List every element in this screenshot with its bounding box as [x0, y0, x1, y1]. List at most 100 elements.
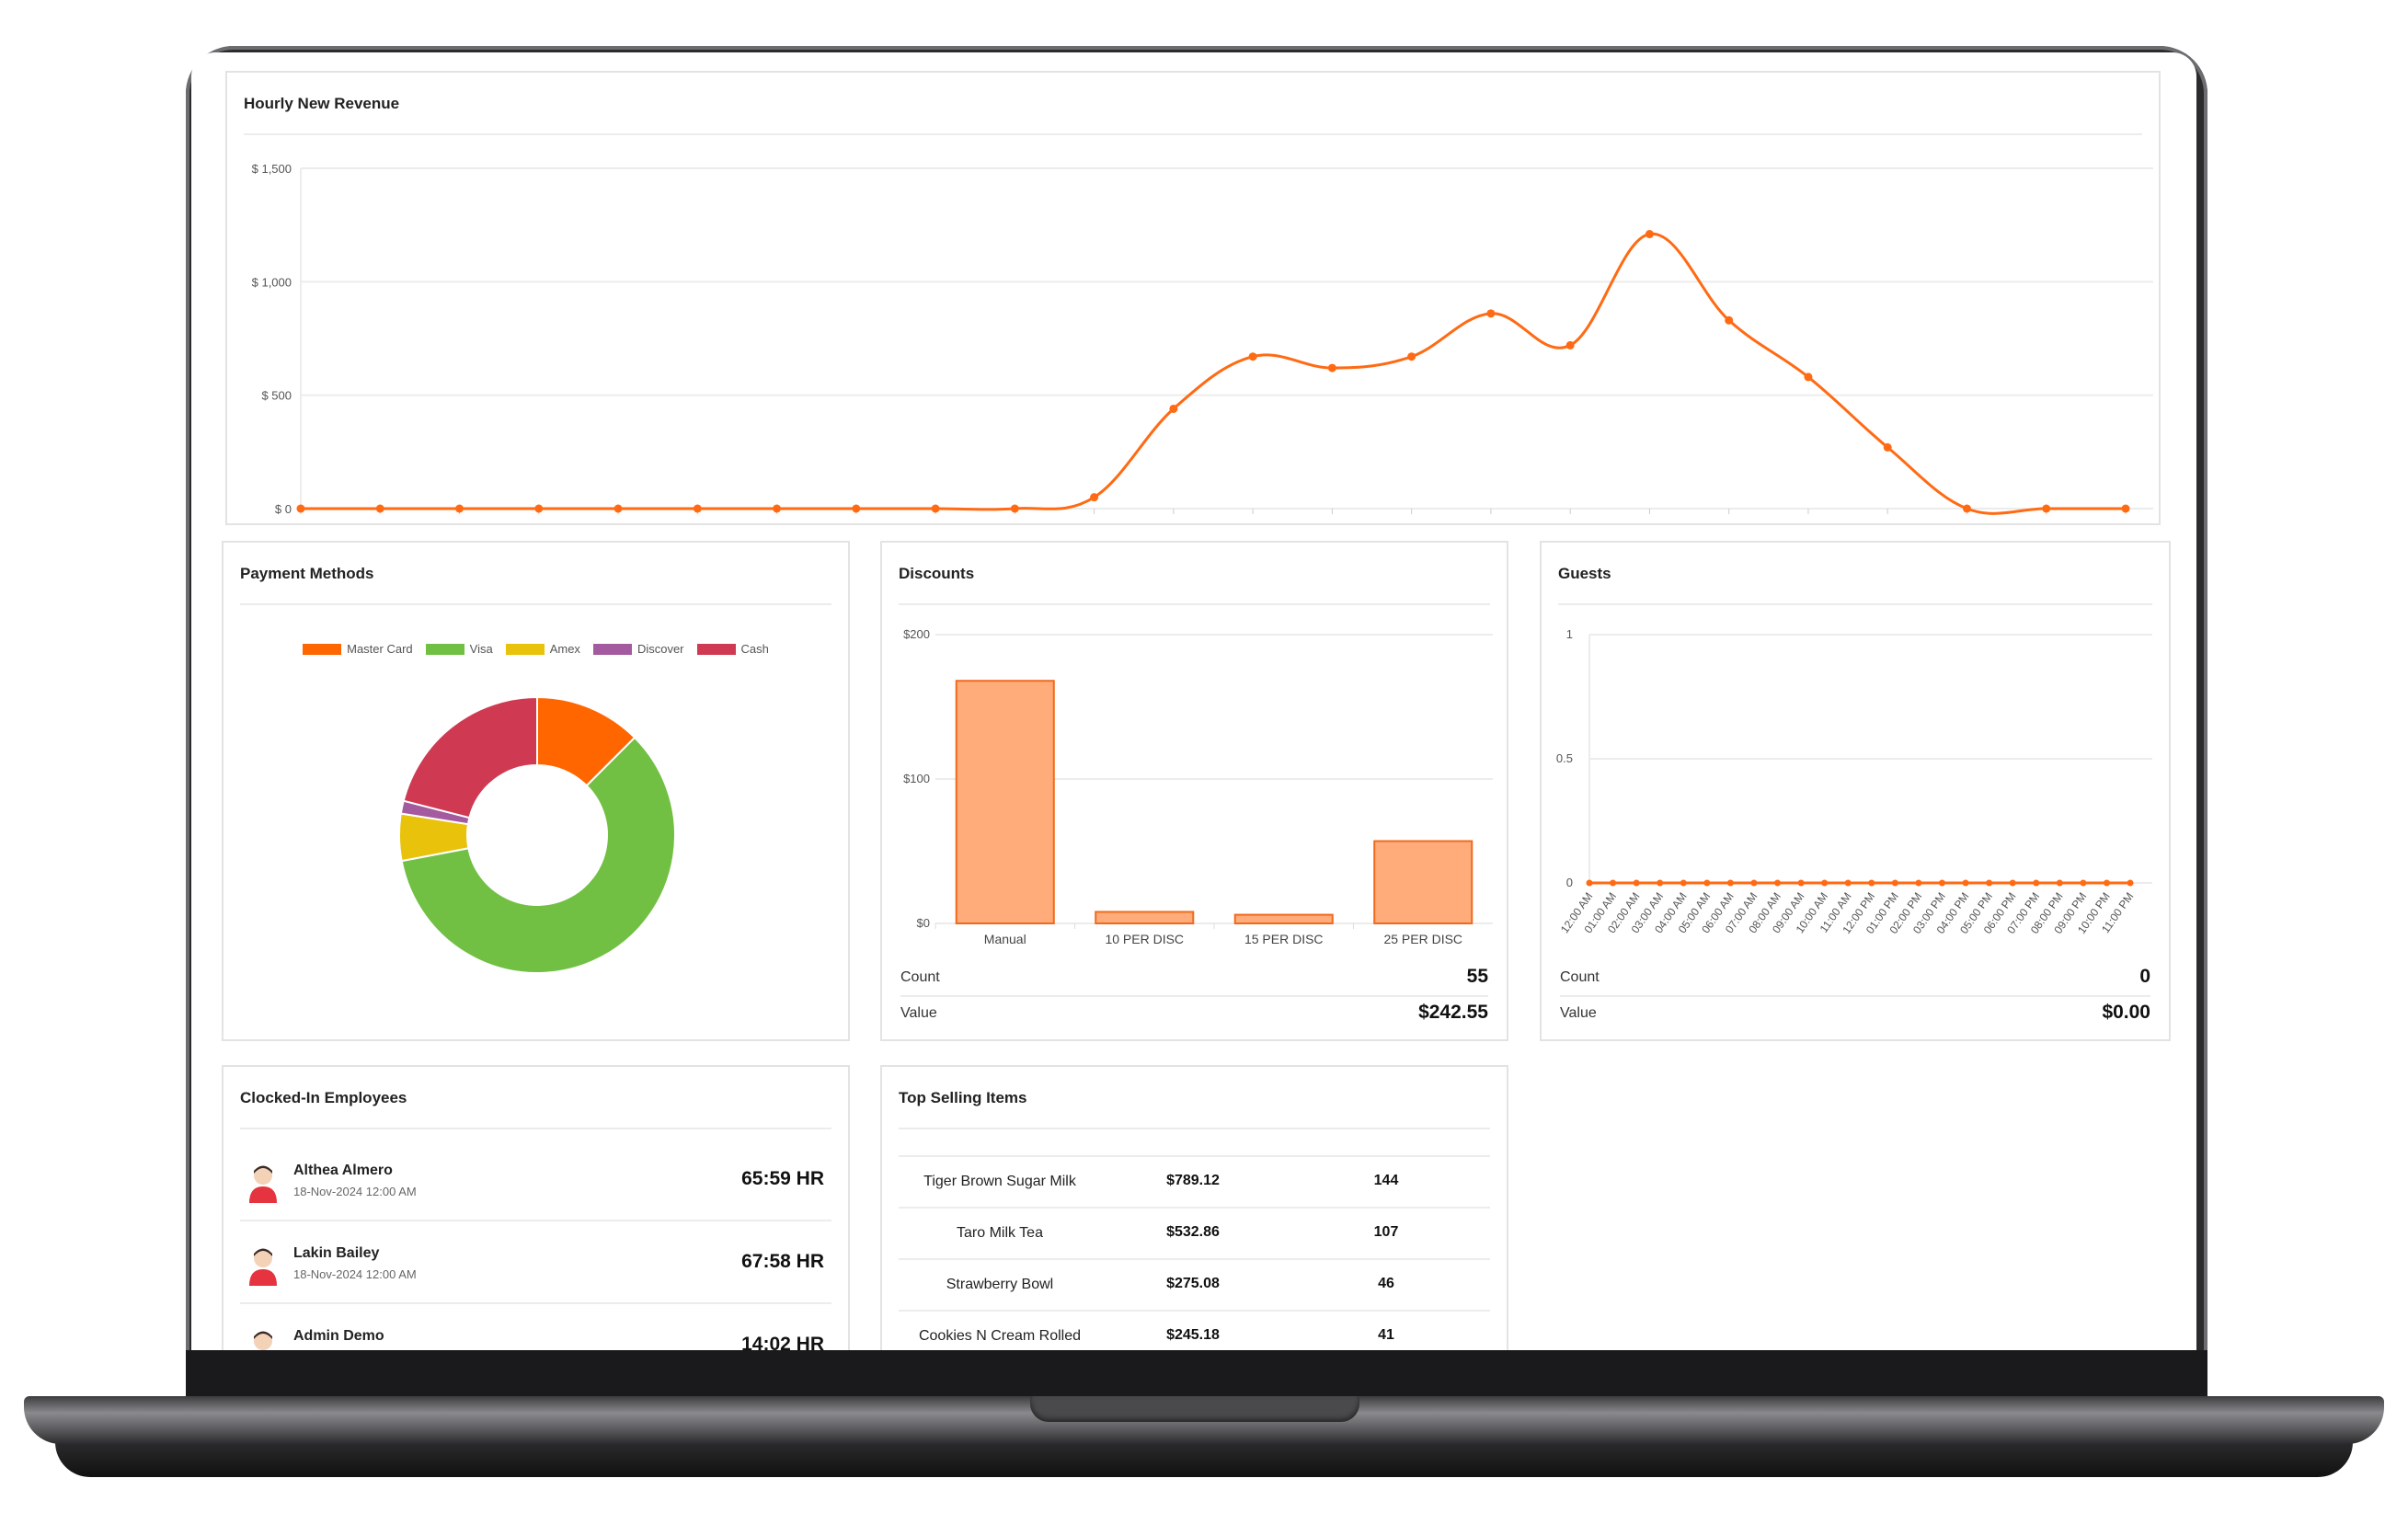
x-tick-label: 03:00 AM: [513, 519, 564, 520]
x-tick-label: 11:00 AM: [1149, 519, 1198, 520]
legend-swatch: [303, 643, 342, 655]
x-tick-label: 09:00 AM: [990, 519, 1040, 520]
legend-item[interactable]: Master Card: [303, 642, 413, 656]
count-value: 55: [1466, 966, 1488, 987]
data-point: [1938, 879, 1945, 887]
legend-item[interactable]: Discover: [592, 642, 684, 656]
discounts-value-row: Value $242.55: [900, 998, 1488, 1031]
data-point: [2103, 879, 2110, 887]
divider: [244, 133, 2142, 135]
legend-swatch: [696, 643, 736, 655]
legend-label: Amex: [549, 642, 580, 656]
legend-item[interactable]: Amex: [505, 642, 580, 656]
avatar-icon: [249, 1248, 277, 1286]
employee-row[interactable]: Lakin Bailey 18-Nov-2024 12:00 AM 67:58 HR: [240, 1221, 831, 1304]
pie-slice-visa: [400, 736, 676, 974]
employee-name: Admin Demo: [293, 1328, 384, 1344]
legend-label: Visa: [469, 642, 493, 656]
card-title: Hourly New Revenue: [244, 95, 400, 112]
data-point: [931, 504, 940, 513]
x-tick-label: 02:00 PM: [1386, 519, 1438, 520]
item-name: Strawberry Bowl: [946, 1277, 1054, 1292]
value-value: $0.00: [2102, 1002, 2150, 1023]
y-tick-label: 0: [1566, 876, 1573, 889]
data-point: [1407, 352, 1416, 361]
payment-legend: Master Card Visa Amex Discover Cash: [224, 642, 848, 656]
top-item-row[interactable]: Strawberry Bowl $275.08 46: [899, 1258, 1490, 1312]
data-point: [1586, 879, 1593, 887]
data-point: [534, 504, 544, 513]
legend-swatch: [592, 643, 632, 655]
employee-name: Althea Almero: [293, 1163, 393, 1178]
value-label: Value: [1560, 1005, 1597, 1021]
divider: [1558, 603, 2152, 605]
x-tick-label: 15 PER DISC: [1244, 932, 1324, 946]
data-point: [1565, 340, 1575, 349]
discounts-count-row: Count 55: [900, 962, 1488, 997]
bar: [1233, 913, 1334, 924]
hours-worked: 14:02 HR: [741, 1334, 824, 1351]
data-point: [852, 504, 861, 513]
count-label: Count: [1560, 969, 1600, 985]
guests-card: Guests 0 0.5 1 12:00 AM 01:00 AM 02:00 AM 03:0…: [1540, 541, 2171, 1041]
item-amount: $275.08: [1166, 1276, 1220, 1291]
data-point: [1797, 879, 1805, 887]
top-item-row[interactable]: Taro Milk Tea $532.86 107: [899, 1207, 1490, 1260]
legend-swatch: [425, 643, 464, 655]
x-tick-label: 10:00 PM: [2021, 519, 2072, 520]
legend-item[interactable]: Visa: [425, 642, 493, 656]
y-tick-label: $ 0: [275, 502, 292, 516]
y-tick-label: $ 1,500: [252, 162, 292, 176]
x-tick-label: 06:00 AM: [751, 519, 802, 520]
card-title: Top Selling Items: [899, 1089, 1027, 1106]
divider: [240, 603, 831, 605]
top-item-row[interactable]: Tiger Brown Sugar Milk $789.12 144: [899, 1155, 1490, 1209]
card-title: Clocked-In Employees: [240, 1089, 407, 1106]
data-point: [1090, 493, 1099, 502]
data-point: [1891, 879, 1898, 887]
x-tick-label: 02:00 AM: [434, 519, 485, 520]
data-point: [455, 504, 464, 513]
legend-item[interactable]: Cash: [696, 642, 769, 656]
data-point: [2042, 504, 2051, 513]
x-tick-label: 06:00 PM: [1703, 519, 1755, 520]
x-tick-label: 04:00 AM: [593, 519, 644, 520]
pie-slice-cash: [402, 695, 538, 819]
data-point: [1821, 879, 1829, 887]
data-point: [1010, 504, 1019, 513]
x-tick-label: 09:00 PM: [1942, 519, 1993, 520]
value-label: Value: [900, 1005, 937, 1021]
revenue-line-chart: $ 0 $ 500 $ 1,000 $ 1,500 12:00 AM 01:00 AM 02…: [252, 162, 2153, 520]
data-point: [2121, 504, 2130, 513]
y-tick-label: 1: [1566, 627, 1573, 641]
data-point: [1169, 404, 1178, 413]
employee-row[interactable]: Althea Almero 18-Nov-2024 12:00 AM 65:59 H…: [240, 1139, 831, 1221]
legend-swatch: [505, 643, 545, 655]
x-tick-label: 12:00 AM: [276, 519, 327, 520]
item-name: Cookies N Cream Rolled: [918, 1328, 1082, 1344]
item-amount: $245.18: [1166, 1327, 1220, 1343]
count-label: Count: [900, 969, 940, 985]
x-tick-label: 11:00 PM: [2101, 519, 2151, 520]
bar: [955, 680, 1055, 925]
item-quantity: 46: [1378, 1276, 1394, 1291]
x-tick-label: 05:00 PM: [1624, 519, 1676, 520]
data-point: [1645, 230, 1654, 239]
x-tick-label: 07:00 AM: [831, 519, 881, 520]
data-point: [693, 504, 702, 513]
data-point: [2009, 879, 2016, 887]
item-name: Tiger Brown Sugar Milk: [923, 1174, 1076, 1189]
x-tick-label: 10 PER DISC: [1105, 932, 1184, 946]
top-item-row[interactable]: Cookies N Cream Rolled $245.18 41: [899, 1310, 1490, 1351]
clock-in-time: 18-Nov-2024 12:00 AM: [293, 1185, 417, 1198]
x-tick-label: 12:00 PM: [1227, 519, 1279, 520]
employee-row[interactable]: Admin Demo 14:02 HR: [240, 1304, 831, 1351]
data-point: [1657, 879, 1664, 887]
discounts-bar-chart: $0 $100 $200 Manual 10 PER DISC 15 PER DISC 25…: [903, 627, 1493, 946]
payment-donut-chart: [398, 695, 676, 974]
hours-worked: 67:58 HR: [741, 1251, 824, 1272]
screen: Hourly New Revenue $ 0 $ 500 $ 1,000 $ 1,50…: [191, 52, 2196, 1351]
x-tick-label: 10:00 AM: [1069, 519, 1119, 520]
data-point: [1986, 879, 1993, 887]
y-tick-label: $ 1,000: [252, 275, 292, 289]
